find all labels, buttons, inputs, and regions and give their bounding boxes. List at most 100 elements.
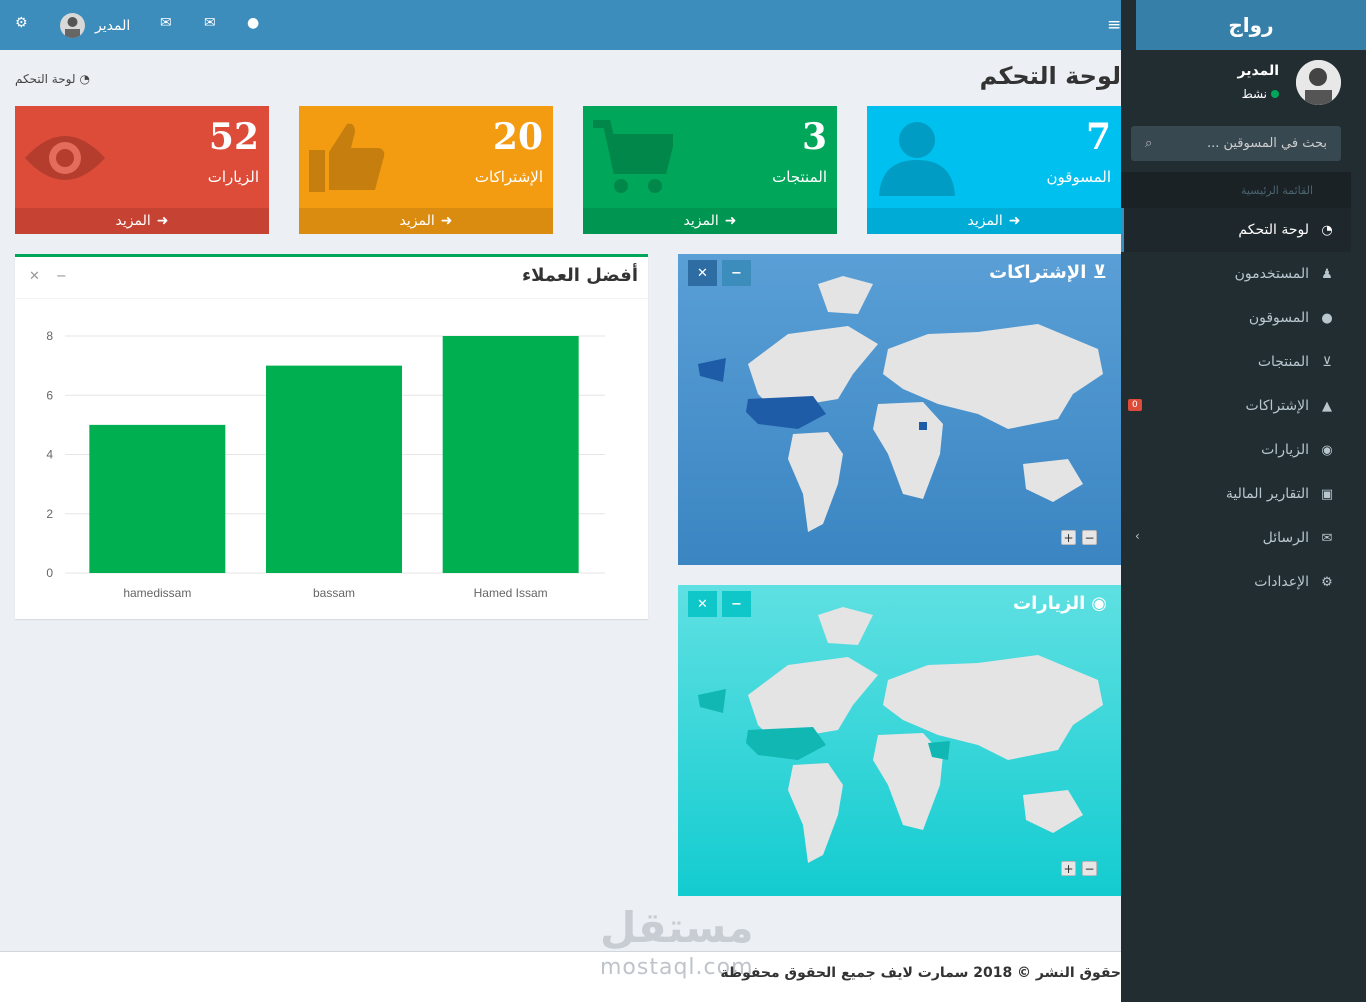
stat-value: 52	[208, 116, 259, 158]
globe-icon[interactable]: ●	[247, 15, 260, 31]
collapse-button[interactable]: −	[722, 260, 751, 286]
x-tick-label: Hamed Issam	[474, 586, 548, 600]
more-link[interactable]: المزيد ➜	[299, 208, 553, 234]
page-title: لوحة التحكم	[979, 62, 1121, 90]
watermark-logo: مستقل	[600, 903, 754, 952]
stat-value: 7	[1085, 116, 1111, 158]
money-icon: ▣	[1320, 486, 1334, 502]
divider	[15, 298, 648, 299]
world-map[interactable]	[678, 254, 1121, 565]
avatar	[1296, 60, 1341, 105]
collapse-button[interactable]: −	[722, 591, 751, 617]
sidebar-item-label: التقارير المالية	[1225, 486, 1309, 502]
user-panel: المدير نشط	[1121, 60, 1341, 110]
sidebar-item-label: المستخدمون	[1234, 266, 1309, 282]
world-map[interactable]	[678, 585, 1121, 896]
nav-username: المدير	[95, 17, 131, 34]
cart-icon: ⊻	[1092, 262, 1107, 283]
thumbs-up-icon: ▲	[1322, 398, 1332, 414]
watermark-domain: mostaql.com	[600, 955, 754, 980]
arrow-circle-icon: ➜	[1008, 213, 1021, 229]
subscriptions-map-box: الإشتراكات ⊻ ✕ − + −	[678, 254, 1121, 565]
arrow-circle-icon: ➜	[440, 213, 453, 229]
nav-user-menu[interactable]: المدير	[60, 13, 130, 38]
box-title-text: الزيارات	[1013, 593, 1086, 614]
user-icon	[879, 122, 955, 196]
search-input[interactable]	[1177, 136, 1327, 151]
stat-box-visits: 52 الزيارات المزيد ➜	[15, 106, 269, 234]
minus-icon[interactable]: −	[55, 269, 67, 284]
close-button[interactable]: ✕	[688, 591, 717, 617]
sidebar-item-label: المنتجات	[1257, 354, 1309, 370]
stat-box-subscriptions: 20 الإشتراكات المزيد ➜	[299, 106, 553, 234]
envelope-icon[interactable]: ✉	[204, 15, 216, 31]
bar[interactable]	[89, 424, 226, 573]
bar-chart: 0 2 4 6 8 hamedissam bassam Hamed Issam	[46, 329, 605, 600]
zoom-in-button[interactable]: +	[1061, 861, 1076, 876]
more-label: المزيد	[399, 213, 435, 229]
sidebar-search: ⌕	[1131, 126, 1341, 161]
visits-map-box: الزيارات ◉ ✕ − + −	[678, 585, 1121, 896]
box-title: الإشتراكات ⊻	[989, 262, 1107, 283]
footer	[0, 951, 1121, 1002]
user-name: المدير	[1237, 63, 1280, 79]
sidebar-item-marketers[interactable]: المسوقون ●	[1121, 296, 1351, 340]
stat-label: المسوقون	[1046, 168, 1111, 186]
cart-icon: ⊻	[1322, 354, 1332, 370]
close-button[interactable]: ✕	[688, 260, 717, 286]
zoom-in-button[interactable]: +	[1061, 530, 1076, 545]
box-title: الزيارات ◉	[1013, 593, 1107, 614]
sidebar-item-reports[interactable]: التقارير المالية ▣	[1121, 472, 1351, 516]
stat-value: 3	[801, 116, 827, 158]
sidebar-item-settings[interactable]: الإعدادات ⚙	[1121, 560, 1351, 604]
best-customers-box: أفضل العملاء ✕ − 0 2 4 6 8 hamedissam bassam Ha…	[15, 254, 648, 619]
more-link[interactable]: المزيد ➜	[15, 208, 269, 234]
chevron-left-icon: ‹	[1135, 529, 1140, 543]
search-icon[interactable]: ⌕	[1145, 136, 1153, 151]
sidebar-item-messages[interactable]: ‹ الرسائل ✉	[1121, 516, 1351, 560]
y-tick-label: 2	[46, 507, 53, 521]
online-dot-icon	[1271, 90, 1279, 98]
thumbs-up-icon	[309, 123, 385, 192]
more-label: المزيد	[967, 213, 1003, 229]
more-link[interactable]: المزيد ➜	[583, 208, 837, 234]
breadcrumb: لوحة التحكم ◔	[15, 72, 90, 86]
cogs-icon: ⚙	[1321, 574, 1333, 590]
cart-icon	[593, 120, 673, 193]
menu-toggle-icon[interactable]: ≡	[1107, 15, 1122, 35]
envelope-outline-icon[interactable]: ✉	[160, 15, 172, 31]
sidebar-item-label: الزيارات	[1261, 442, 1309, 458]
close-icon[interactable]: ✕	[29, 269, 40, 284]
stat-label: الزيارات	[207, 168, 259, 186]
sidebar-item-label: الإعدادات	[1254, 574, 1309, 590]
sidebar-item-label: لوحة التحكم	[1238, 222, 1309, 238]
box-title-text: الإشتراكات	[989, 262, 1087, 283]
bar[interactable]	[442, 336, 579, 573]
sidebar-header: القائمة الرئيسية	[1121, 172, 1351, 208]
user-secret-icon: ♟	[1321, 266, 1333, 282]
brand-logo[interactable]: رواج	[1136, 0, 1366, 50]
sidebar-item-subscriptions[interactable]: 0 الإشتراكات ▲	[1121, 384, 1351, 428]
sidebar-item-label: الرسائل	[1262, 530, 1309, 546]
box-title: أفضل العملاء	[521, 265, 638, 286]
sidebar-item-products[interactable]: المنتجات ⊻	[1121, 340, 1351, 384]
stat-value: 20	[492, 116, 543, 158]
zoom-out-button[interactable]: −	[1082, 530, 1097, 545]
more-link[interactable]: المزيد ➜	[867, 208, 1121, 234]
zoom-out-button[interactable]: −	[1082, 861, 1097, 876]
copyright-text: حقوق النشر © 2018 سمارت لايف جميع الحقوق…	[720, 965, 1121, 981]
breadcrumb-item[interactable]: لوحة التحكم	[15, 72, 76, 86]
sidebar: رواج المدير نشط ⌕ القائمة الرئيسية لوحة …	[1121, 0, 1366, 1002]
y-tick-label: 8	[46, 329, 53, 343]
cogs-icon[interactable]: ⚙	[15, 15, 28, 31]
sidebar-item-label: الإشتراكات	[1245, 398, 1309, 414]
sidebar-item-visits[interactable]: الزيارات ◉	[1121, 428, 1351, 472]
sidebar-item-users[interactable]: المستخدمون ♟	[1121, 252, 1351, 296]
sidebar-item-dashboard[interactable]: لوحة التحكم ◔	[1121, 208, 1351, 252]
envelope-icon: ✉	[1321, 530, 1333, 546]
x-tick-label: bassam	[313, 586, 355, 600]
user-status: نشط	[1242, 87, 1279, 101]
dashboard-icon: ◔	[1321, 222, 1333, 238]
bar[interactable]	[266, 365, 402, 573]
sidebar-menu: لوحة التحكم ◔ المستخدمون ♟ المسوقون ● ال…	[1121, 208, 1351, 604]
